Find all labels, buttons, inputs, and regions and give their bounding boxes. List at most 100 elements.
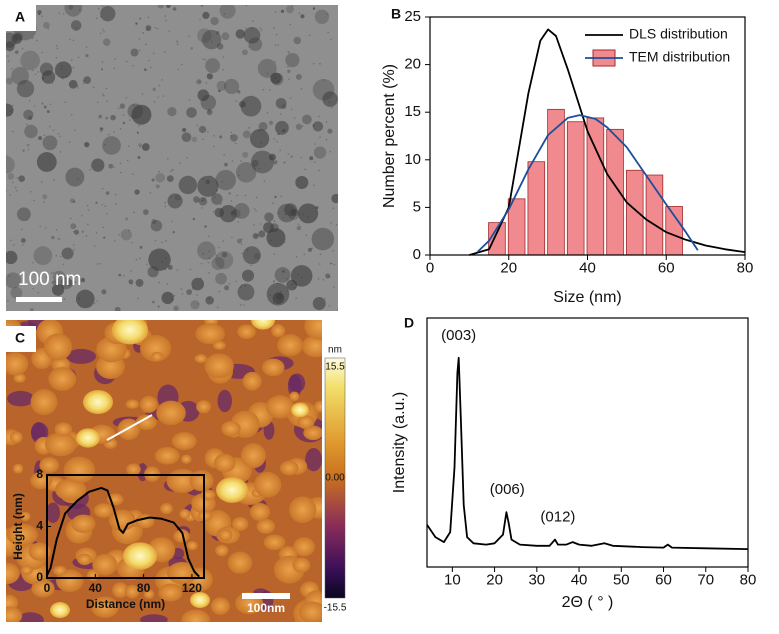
particle bbox=[64, 5, 83, 17]
grain bbox=[218, 529, 233, 541]
noise bbox=[293, 117, 296, 119]
grain bbox=[44, 432, 77, 457]
noise bbox=[106, 213, 108, 215]
particle bbox=[285, 5, 294, 14]
particle bbox=[276, 293, 283, 301]
particle bbox=[190, 47, 193, 50]
noise bbox=[218, 290, 221, 293]
noise bbox=[201, 200, 203, 202]
particle bbox=[6, 155, 15, 174]
noise bbox=[287, 50, 290, 53]
particle bbox=[201, 29, 222, 50]
grain bbox=[12, 463, 24, 474]
noise bbox=[64, 101, 67, 103]
noise bbox=[72, 39, 75, 42]
noise bbox=[202, 252, 204, 255]
particle bbox=[61, 76, 65, 80]
noise bbox=[82, 82, 85, 85]
noise bbox=[219, 203, 222, 205]
particle bbox=[122, 121, 126, 125]
particle bbox=[166, 5, 171, 9]
particle bbox=[307, 247, 312, 252]
particle bbox=[139, 245, 143, 249]
particle bbox=[16, 207, 31, 222]
grain bbox=[289, 391, 300, 402]
noise bbox=[205, 82, 208, 84]
scale-bar-label: 100nm bbox=[247, 601, 285, 615]
grain bbox=[277, 334, 304, 357]
particle bbox=[240, 95, 262, 117]
x-axis-label: Size (nm) bbox=[553, 289, 621, 306]
particle bbox=[237, 238, 242, 244]
grain bbox=[156, 400, 186, 426]
grain bbox=[140, 334, 172, 362]
x-axis-label: Distance (nm) bbox=[86, 597, 165, 611]
noise bbox=[115, 203, 117, 205]
noise bbox=[132, 64, 134, 67]
particle bbox=[103, 236, 106, 239]
noise bbox=[208, 235, 210, 238]
x-tick-label: 20 bbox=[486, 571, 503, 588]
noise bbox=[45, 227, 47, 229]
particle bbox=[69, 198, 75, 204]
noise bbox=[123, 274, 125, 277]
particle bbox=[295, 175, 309, 189]
noise bbox=[246, 249, 249, 251]
noise bbox=[287, 290, 289, 292]
noise bbox=[170, 170, 172, 172]
particle bbox=[83, 76, 92, 84]
noise bbox=[289, 23, 292, 26]
data-line bbox=[46, 486, 200, 578]
particle bbox=[210, 16, 219, 26]
peak-grain bbox=[291, 402, 309, 418]
noise bbox=[240, 304, 242, 306]
noise bbox=[154, 26, 157, 29]
noise bbox=[176, 269, 179, 271]
particle bbox=[176, 40, 179, 43]
particle bbox=[145, 25, 152, 31]
particle bbox=[135, 278, 144, 287]
grain bbox=[52, 565, 67, 576]
noise bbox=[327, 31, 329, 34]
noise bbox=[248, 46, 250, 48]
grain bbox=[124, 584, 140, 599]
particle bbox=[161, 291, 174, 305]
noise bbox=[300, 88, 303, 90]
noise bbox=[151, 250, 153, 253]
noise bbox=[273, 220, 276, 222]
noise bbox=[15, 189, 18, 192]
noise bbox=[307, 216, 309, 218]
particle bbox=[270, 72, 282, 84]
noise bbox=[311, 247, 313, 250]
noise bbox=[216, 306, 219, 309]
x-tick-label: 80 bbox=[137, 581, 151, 595]
colorbar-unit: nm bbox=[328, 345, 342, 356]
panel-label: A bbox=[15, 9, 25, 25]
particle bbox=[167, 264, 173, 270]
grain bbox=[237, 324, 256, 340]
particle bbox=[315, 206, 319, 210]
noise bbox=[328, 305, 331, 307]
particle bbox=[80, 277, 86, 283]
noise bbox=[240, 238, 243, 240]
noise bbox=[149, 191, 152, 194]
grain bbox=[227, 551, 253, 574]
bar bbox=[586, 117, 605, 256]
noise bbox=[196, 294, 198, 296]
peak-grain bbox=[83, 390, 113, 414]
noise bbox=[330, 38, 332, 41]
noise bbox=[32, 261, 34, 264]
grain bbox=[117, 418, 141, 441]
noise bbox=[65, 75, 68, 78]
noise bbox=[295, 256, 298, 258]
noise bbox=[76, 84, 79, 87]
grain bbox=[254, 471, 282, 498]
particle bbox=[137, 156, 141, 159]
noise bbox=[213, 145, 215, 148]
particle bbox=[84, 142, 90, 148]
noise bbox=[289, 97, 292, 99]
grain bbox=[292, 557, 311, 573]
noise bbox=[47, 28, 50, 30]
particle bbox=[52, 270, 66, 284]
grain bbox=[195, 323, 225, 345]
